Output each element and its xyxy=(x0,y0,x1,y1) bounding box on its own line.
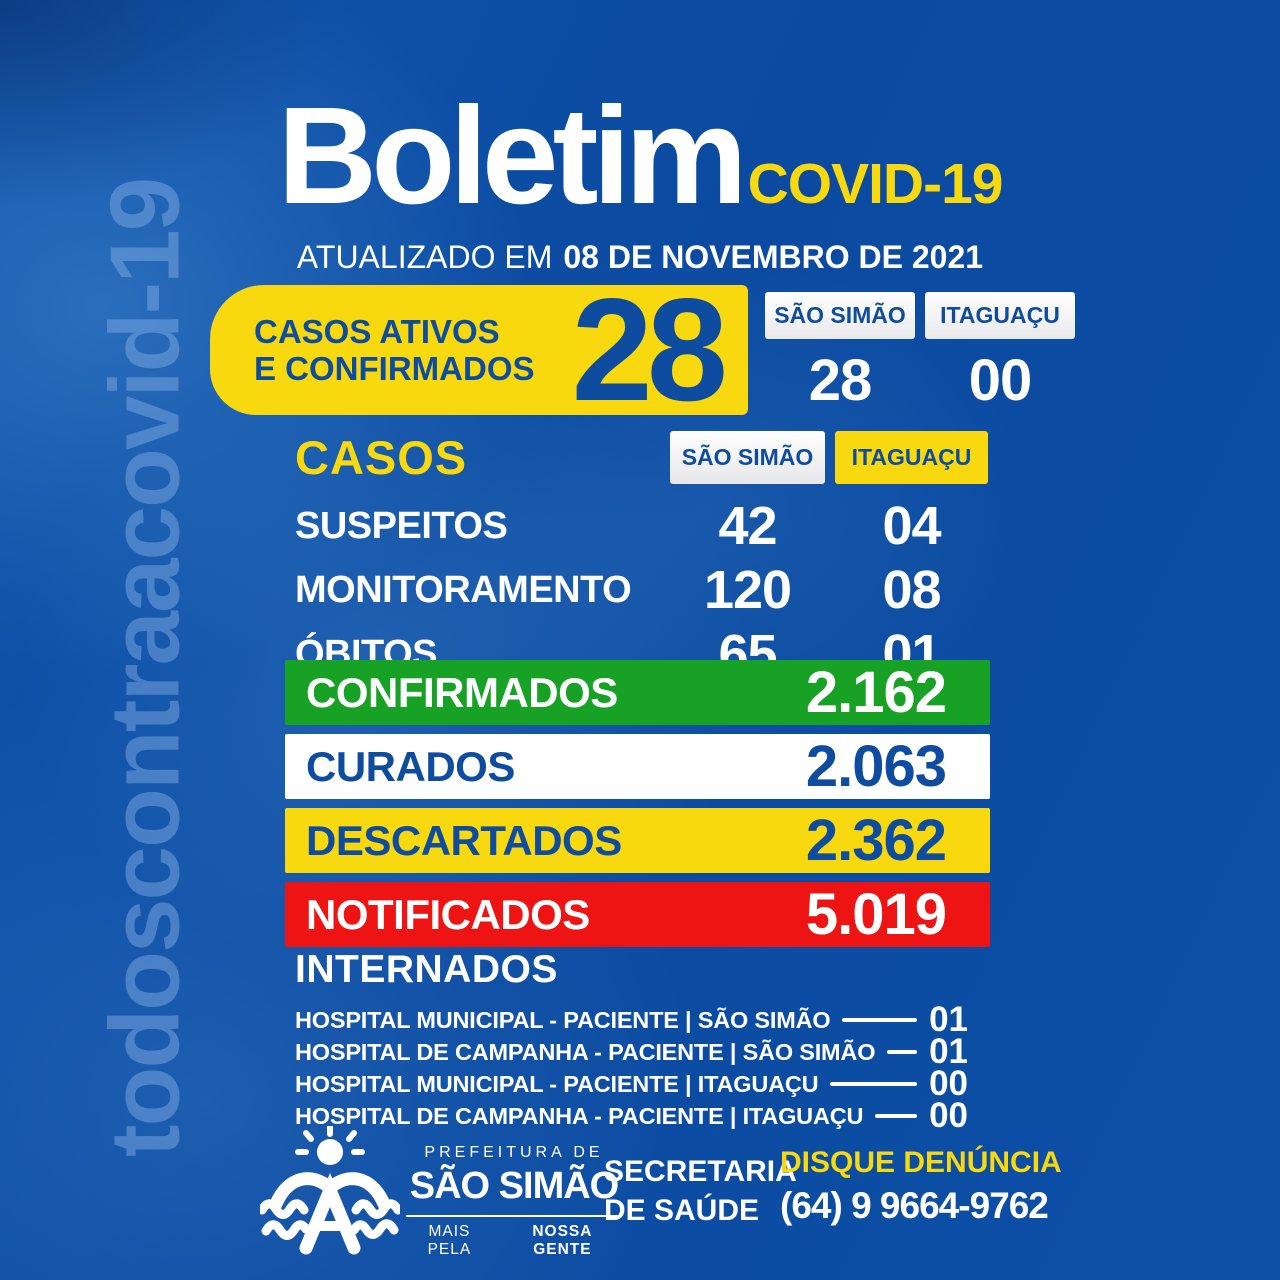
internados-section: INTERNADOS HOSPITAL MUNICIPAL - PACIENTE… xyxy=(295,948,968,1135)
cases-col-itaguacu: ITAGUAÇU xyxy=(835,431,988,484)
disque-denuncia-phone: (64) 9 9664-9762 xyxy=(780,1185,1049,1226)
dash-line xyxy=(875,1114,918,1118)
updated-date: 08 DE NOVEMBRO DE 2021 xyxy=(563,238,984,275)
active-cases-by-city: SÃO SIMÃO 28 ITAGUAÇU 00 xyxy=(765,292,1075,414)
table-row-suspeitos: SUSPEITOS 42 04 xyxy=(295,496,942,556)
dash-line xyxy=(842,1018,918,1022)
active-value-sao-simao: 28 xyxy=(808,348,873,413)
active-cases-label: CASOS ATIVOS E CONFIRMADOS xyxy=(254,313,535,387)
active-value-itaguacu: 00 xyxy=(968,348,1033,413)
dash-line xyxy=(830,1082,918,1086)
updated-date-line: ATUALIZADO EM 08 DE NOVEMBRO DE 2021 xyxy=(0,239,1280,276)
prefeitura-tagline: MAIS PELA NOSSA GENTE xyxy=(427,1223,593,1258)
city-header-itaguacu: ITAGUAÇU xyxy=(925,292,1075,339)
bar-descartados: DESCARTADOS 2.362 xyxy=(285,808,990,873)
active-cases-total: 28 xyxy=(571,268,728,431)
watermark-text: todoscontraacovid-19 xyxy=(89,178,200,1158)
cases-col-sao-simao: SÃO SIMÃO xyxy=(670,431,825,484)
active-city-itaguacu: ITAGUAÇU 00 xyxy=(925,292,1075,414)
sao-simao-logo-icon xyxy=(260,1126,400,1255)
bar-notificados: NOTIFICADOS 5.019 xyxy=(285,882,990,947)
divider xyxy=(406,1215,622,1217)
city-header-sao-simao: SÃO SIMÃO xyxy=(765,292,915,339)
active-city-sao-simao: SÃO SIMÃO 28 xyxy=(765,292,915,414)
prefeitura-de-label: PREFEITURA DE xyxy=(424,1144,604,1161)
prefeitura-logo-text: PREFEITURA DE SÃO SIMÃO MAIS PELA NOSSA … xyxy=(404,1144,624,1259)
cases-table: CASOS SÃO SIMÃO ITAGUAÇU SUSPEITOS 42 04… xyxy=(295,430,988,684)
disque-denuncia-block: DISQUE DENÚNCIA (64) 9 9664-9762 xyxy=(780,1146,1062,1227)
list-item-hospital-campanha-sao-simao: HOSPITAL DE CAMPANHA - PACIENTE | SÃO SI… xyxy=(295,1032,968,1071)
cases-table-header: CASOS SÃO SIMÃO ITAGUAÇU xyxy=(295,430,988,484)
internados-title: INTERNADOS xyxy=(295,948,558,991)
secretaria-label: SECRETARIA DE SAÚDE xyxy=(604,1155,797,1227)
list-item-hospital-campanha-itaguacu: HOSPITAL DE CAMPANHA - PACIENTE | ITAGUA… xyxy=(295,1096,968,1135)
bar-curados: CURADOS 2.063 xyxy=(285,734,990,799)
disque-denuncia-label: DISQUE DENÚNCIA xyxy=(780,1146,1062,1179)
title-row: Boletim COVID-19 xyxy=(0,84,1280,229)
table-row-monitoramento: MONITORAMENTO 120 08 xyxy=(295,560,942,620)
updated-prefix: ATUALIZADO EM xyxy=(296,238,553,275)
page-title: Boletim xyxy=(277,79,748,233)
list-item-hospital-municipal-itaguacu: HOSPITAL MUNICIPAL - PACIENTE | ITAGUAÇU… xyxy=(295,1064,968,1103)
dash-line xyxy=(887,1050,918,1054)
header: Boletim COVID-19 ATUALIZADO EM 08 DE NOV… xyxy=(0,84,1280,276)
cases-section-title: CASOS xyxy=(295,431,468,484)
list-item-hospital-municipal-sao-simao: HOSPITAL MUNICIPAL - PACIENTE | SÃO SIMÃ… xyxy=(295,1000,968,1039)
prefeitura-name: SÃO SIMÃO xyxy=(409,1165,619,1207)
totals-bars: CONFIRMADOS 2.162 CURADOS 2.063 DESCARTA… xyxy=(285,660,990,956)
bar-confirmados: CONFIRMADOS 2.162 xyxy=(285,660,990,725)
active-cases-box: CASOS ATIVOS E CONFIRMADOS 28 xyxy=(210,268,748,431)
page-title-covid: COVID-19 xyxy=(747,152,1004,216)
